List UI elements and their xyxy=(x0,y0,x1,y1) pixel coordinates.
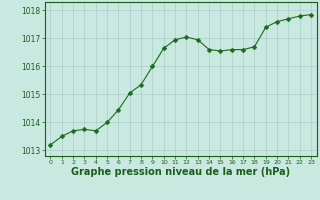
X-axis label: Graphe pression niveau de la mer (hPa): Graphe pression niveau de la mer (hPa) xyxy=(71,167,290,177)
